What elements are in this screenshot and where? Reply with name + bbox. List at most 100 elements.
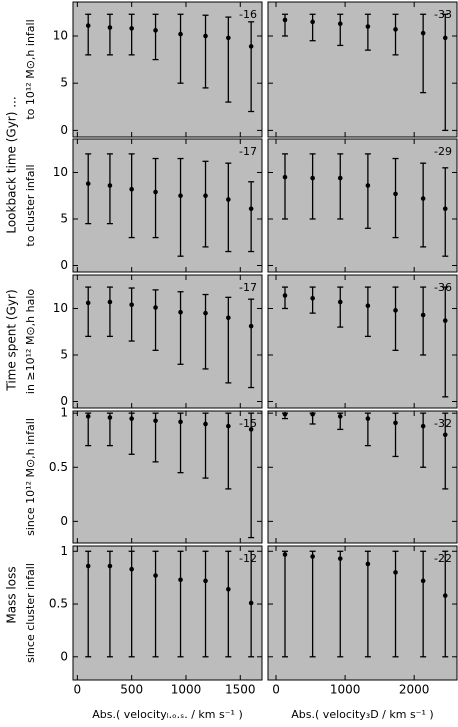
x-tick-label: 1500 [225, 683, 256, 697]
median-point [107, 415, 113, 420]
median-point [248, 206, 254, 212]
median-point [85, 23, 91, 28]
panel-frame [72, 410, 263, 544]
median-point [282, 293, 288, 298]
median-point [365, 183, 371, 188]
median-point [442, 206, 448, 212]
y-tick-label: 0 [60, 514, 68, 528]
row-title: Mass loss [5, 566, 19, 623]
panel-background [268, 139, 457, 272]
panel-background [268, 2, 457, 137]
median-point [365, 561, 371, 567]
y-tick-label: 10 [53, 301, 68, 315]
median-point [310, 175, 315, 181]
median-point [365, 416, 371, 421]
median-point [203, 578, 208, 584]
median-point [85, 300, 91, 306]
y-tick-label: 5 [60, 76, 68, 90]
x-tick-label: 0 [74, 683, 82, 697]
median-point [107, 563, 113, 569]
x-tick-label: 1000 [171, 683, 202, 697]
panel-background [73, 2, 262, 137]
panel-background [73, 411, 262, 543]
y-tick-label: 0.5 [49, 597, 68, 611]
y-tick-label: 10 [53, 28, 68, 42]
panel-frame [267, 274, 458, 409]
median-point [203, 193, 208, 199]
median-point [282, 552, 288, 557]
median-point [226, 586, 231, 592]
panel-label: -17 [239, 281, 257, 294]
median-point [337, 175, 343, 181]
median-point [226, 423, 231, 429]
median-point [337, 414, 343, 419]
median-point [203, 310, 208, 316]
y-tick-label: 0 [60, 258, 68, 272]
panel-label: -16 [239, 8, 257, 21]
panel-label: -33 [434, 8, 452, 21]
median-point [153, 305, 158, 310]
panel-label: -17 [239, 145, 257, 158]
median-point [129, 26, 134, 31]
x-tick-label: 2000 [399, 683, 430, 697]
median-point [442, 318, 448, 323]
median-point [129, 416, 134, 421]
panel-background [268, 275, 457, 408]
median-point [442, 593, 448, 598]
median-point [393, 570, 398, 575]
panel-label: -22 [434, 552, 452, 565]
median-point [203, 421, 208, 427]
median-point [310, 554, 315, 559]
median-point [282, 17, 288, 23]
y-tick-label: 1 [60, 544, 68, 558]
panel-frame [267, 545, 458, 681]
median-point [85, 563, 91, 569]
median-point [107, 183, 113, 188]
y-tick-label: 0.5 [49, 460, 68, 474]
row-title: Time spent (Gyr) [5, 289, 19, 391]
median-point [248, 44, 254, 49]
median-point [337, 556, 343, 561]
median-point [420, 312, 426, 318]
median-point [248, 600, 254, 606]
y-axis-label: to 10¹² M⊙,h infall [24, 19, 37, 119]
panel-label: -15 [239, 417, 257, 430]
median-point [310, 19, 315, 25]
median-point [129, 186, 134, 192]
y-tick-label: 0 [60, 649, 68, 663]
median-point [203, 33, 208, 39]
median-point [248, 427, 254, 432]
y-tick-label: 1 [60, 406, 68, 420]
panel-frame [72, 274, 263, 409]
median-point [337, 21, 343, 27]
x-tick-label: 1000 [330, 683, 361, 697]
panel-background [73, 546, 262, 680]
median-point [153, 28, 158, 33]
median-point [107, 25, 113, 30]
median-point [226, 197, 231, 202]
median-point [107, 299, 113, 305]
x-axis-label: Abs.( velocityₗ.ₒ.ₛ. / km s⁻¹ ) [92, 708, 243, 721]
median-point [178, 31, 183, 37]
x-axis-label: Abs.( velocity₃D / km s⁻¹ ) [291, 708, 433, 721]
y-axis-label: in ≥10¹² M⊙,h halo [24, 289, 37, 394]
panel-background [268, 546, 457, 680]
median-point [442, 432, 448, 438]
panel-label: -36 [434, 281, 452, 294]
panel-background [268, 411, 457, 543]
y-axis-label: to cluster infall [24, 164, 37, 246]
y-tick-label: 5 [60, 347, 68, 361]
median-point [442, 35, 448, 41]
panel-frame [267, 1, 458, 138]
y-tick-label: 0 [60, 394, 68, 408]
median-point [153, 418, 158, 424]
median-point [85, 181, 91, 186]
median-point [226, 315, 231, 321]
median-point [282, 411, 288, 417]
panel-frame [72, 545, 263, 681]
median-point [310, 295, 315, 301]
median-point [85, 414, 91, 419]
median-point [129, 566, 134, 572]
x-tick-label: 0 [272, 683, 280, 697]
